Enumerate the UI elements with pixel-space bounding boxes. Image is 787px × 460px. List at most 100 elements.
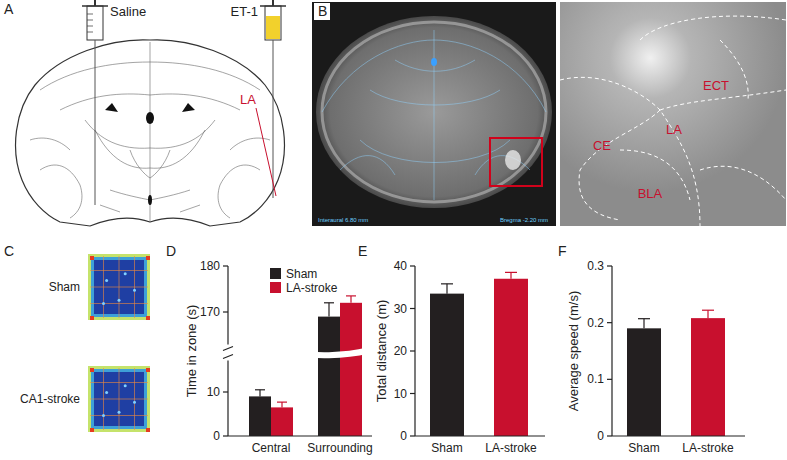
- legend-swatch: [270, 268, 281, 279]
- tick: [223, 265, 228, 266]
- row-label: CA1-stroke: [20, 392, 80, 406]
- plot-area: [430, 272, 528, 436]
- chart-time-in-zone: CentralSurrounding010170180Time in zone …: [184, 259, 373, 455]
- pointer: [256, 108, 276, 196]
- plot-area: [249, 296, 362, 436]
- error-line: [350, 296, 351, 303]
- row-label: Sham: [49, 280, 80, 294]
- syringe: [265, 6, 281, 40]
- tick-label: 0.3: [587, 259, 604, 273]
- axis-label: Total distance (m): [374, 300, 389, 403]
- error-cap: [255, 389, 265, 390]
- axis-break: [222, 351, 368, 357]
- brain-structure: [100, 205, 200, 212]
- category-label: Sham: [431, 441, 462, 455]
- x-axis: [228, 435, 372, 436]
- y-axis: [227, 361, 228, 437]
- heatmap-spot: [102, 302, 105, 305]
- region-outline: [560, 77, 700, 226]
- bar: [627, 328, 661, 436]
- panel-letter: F: [558, 243, 567, 259]
- heatmap-hot: [90, 316, 94, 320]
- y-axis: [227, 266, 228, 345]
- atlas-line: [340, 156, 395, 175]
- tick-label: 10: [207, 385, 221, 399]
- y-axis: [611, 266, 612, 436]
- tick-label: 180: [200, 259, 220, 273]
- heatmap-grid: [90, 287, 148, 288]
- syringe: [260, 5, 286, 7]
- heatmap-hot: [90, 368, 94, 372]
- heatmap-edge: [88, 366, 150, 432]
- brain-structure: [95, 130, 205, 168]
- region-outline: [640, 16, 786, 40]
- region-label: LA: [666, 122, 682, 137]
- syringe: [87, 6, 103, 40]
- panel-letter: D: [166, 243, 176, 259]
- heatmap-hot: [146, 256, 150, 260]
- region-outline: [620, 150, 690, 200]
- needle: [95, 40, 96, 205]
- x-axis: [612, 435, 745, 436]
- mri-background: [312, 2, 556, 226]
- needle: [273, 40, 274, 198]
- error-bar: [255, 390, 265, 397]
- atlas-line: [475, 156, 530, 175]
- tick: [410, 308, 415, 309]
- brain-structure: [40, 62, 260, 90]
- heatmap-spot: [124, 384, 127, 387]
- heatmap-spot: [133, 401, 136, 404]
- tick-label: 0.1: [587, 372, 604, 386]
- error-bar: [277, 402, 287, 407]
- region-label: BLA: [638, 186, 663, 201]
- region-label: LA: [240, 92, 256, 107]
- heatmap-hot: [146, 428, 150, 432]
- error-line: [510, 272, 511, 278]
- ventricle: [146, 112, 154, 124]
- error-cap: [346, 295, 356, 296]
- mri-skull: [322, 22, 546, 202]
- brain-structure: [40, 165, 82, 218]
- panel-letter: B: [318, 3, 327, 19]
- panel-letter: E: [358, 243, 367, 259]
- injection-label: Saline: [110, 4, 146, 19]
- injection-label: ET-1: [231, 4, 258, 19]
- brain-structure: [130, 150, 170, 178]
- region-outline: [579, 110, 660, 220]
- tick-label: 170: [200, 305, 220, 319]
- x-axis: [415, 435, 545, 436]
- plot-area: [627, 310, 725, 436]
- heatmap-spot: [105, 279, 108, 282]
- category-label: Central: [252, 441, 291, 455]
- error-cap: [638, 318, 650, 319]
- heatmap-grid: [134, 256, 135, 318]
- error-bar: [505, 272, 517, 278]
- ventricle: [105, 103, 195, 112]
- brain-structure: [85, 120, 215, 148]
- error-bar: [324, 303, 334, 317]
- zoom-box: [490, 138, 542, 186]
- tick-label: 0.2: [587, 316, 604, 330]
- region-outline: [660, 90, 786, 110]
- figure: SalineET-1LAInteraural 6.80 mmBregma -2.…: [0, 0, 787, 460]
- error-cap: [324, 302, 334, 303]
- error-cap: [702, 310, 714, 311]
- mri: Interaural 6.80 mmBregma -2.20 mmECTLACE…: [312, 2, 786, 226]
- error-line: [707, 310, 708, 318]
- heatmaps: Sham CA1-stroke: [20, 254, 150, 432]
- syringe-fill: [266, 16, 280, 39]
- heatmap-hot: [90, 256, 94, 260]
- atlas-line: [434, 30, 435, 200]
- letter-bg: [314, 3, 330, 20]
- error-cap: [441, 283, 453, 284]
- error-cap: [277, 402, 287, 403]
- syringe: [87, 26, 93, 27]
- heatmap-grid: [134, 368, 135, 430]
- error-cap: [505, 272, 517, 273]
- heatmap-edge: [91, 369, 147, 429]
- zoom-image: [560, 2, 786, 226]
- brain-structure: [30, 138, 70, 150]
- atlas-line: [370, 90, 500, 105]
- tick: [607, 435, 612, 436]
- tick: [223, 435, 228, 436]
